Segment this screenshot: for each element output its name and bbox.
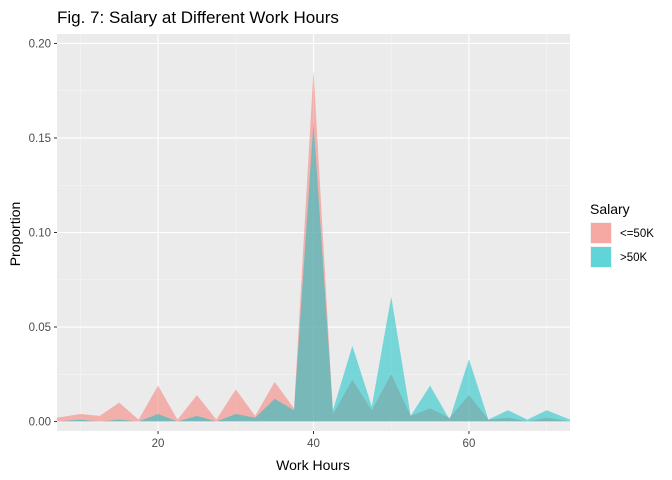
legend-label: >50K	[620, 252, 648, 264]
legend-title: Salary	[590, 201, 630, 217]
chart-title: Fig. 7: Salary at Different Work Hours	[57, 8, 339, 27]
data-areas	[57, 69, 570, 422]
legend-label: <=50K	[620, 228, 654, 240]
y-tick-label: 0.00	[29, 417, 51, 429]
y-axis: 0.00 0.05 0.10 0.15 0.20	[29, 38, 57, 429]
y-axis-title: Proportion	[7, 202, 23, 267]
y-tick-label: 0.20	[29, 38, 51, 50]
y-tick-label: 0.15	[29, 133, 51, 145]
x-tick-label: 20	[152, 438, 165, 450]
series-area-1	[57, 122, 570, 422]
x-tick-label: 60	[463, 438, 476, 450]
x-axis-title: Work Hours	[276, 457, 350, 473]
x-tick-label: 40	[307, 438, 320, 450]
y-tick-label: 0.05	[29, 322, 51, 334]
y-tick-label: 0.10	[29, 228, 51, 240]
legend-key	[591, 223, 611, 243]
legend: Salary <=50K >50K	[590, 201, 654, 268]
x-axis: 20 40 60	[152, 431, 476, 450]
legend-key	[591, 247, 611, 267]
